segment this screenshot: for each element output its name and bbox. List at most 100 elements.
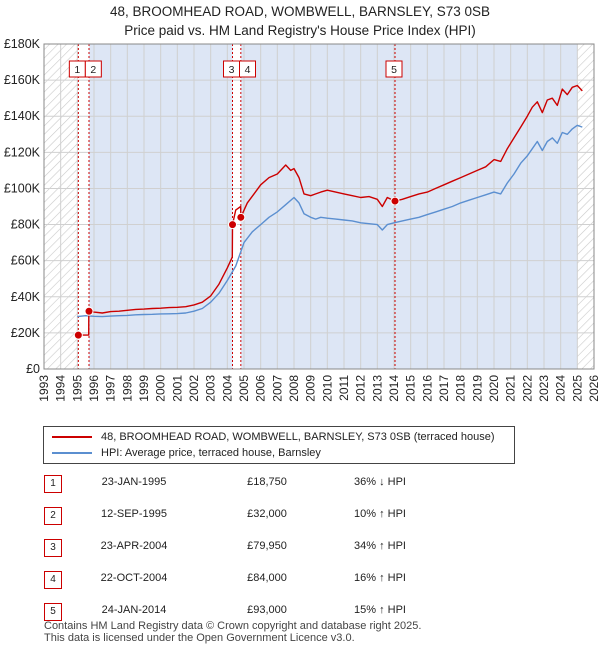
title-line-1: 48, BROOMHEAD ROAD, WOMBWELL, BARNSLEY, … <box>109 4 491 19</box>
x-tick-label: 2008 <box>287 375 301 402</box>
sale-point <box>73 330 83 340</box>
y-tick-label: £100K <box>4 181 41 195</box>
highlight-band <box>395 44 578 369</box>
price-chart: £0 £20K £40K £60K £80K £100K £120K £140K £160K £1… <box>4 37 600 402</box>
x-tick-label: 1994 <box>54 375 68 402</box>
x-tick-label: 2014 <box>387 375 401 402</box>
transaction-number: 4 <box>44 571 62 589</box>
series-line-property <box>78 84 583 336</box>
x-tick-label: 2026 <box>587 375 600 402</box>
x-tick-label: 2015 <box>404 375 418 402</box>
y-tick-label: £120K <box>4 145 41 159</box>
footer: Contains HM Land Registry data © Crown c… <box>44 620 421 644</box>
x-tick-label: 2005 <box>237 375 251 402</box>
x-tick-label: 2020 <box>487 375 501 402</box>
sale-point <box>84 306 94 316</box>
x-tick-label: 2019 <box>470 375 484 402</box>
transaction-price: £93,000 <box>247 604 287 616</box>
x-tick-label: 2013 <box>370 375 384 402</box>
x-tick-label: 2011 <box>337 375 351 401</box>
transactions-table: 1 23-JAN-1995 £18,750 36% ↓ HPI 2 12-SEP… <box>44 472 464 632</box>
x-tick-label: 2023 <box>537 375 551 402</box>
transaction-row: 4 22-OCT-2004 £84,000 16% ↑ HPI <box>44 568 464 600</box>
x-tick-label: 2016 <box>420 375 434 402</box>
x-tick-label: 2017 <box>437 375 451 402</box>
x-tick-label: 2003 <box>204 375 218 402</box>
transaction-date: 12-SEP-1995 <box>100 508 168 520</box>
plot-frame <box>43 43 595 370</box>
highlight-band <box>240 44 395 369</box>
y-tick-label: £0 <box>26 362 40 376</box>
x-tick-label: 1995 <box>70 375 84 402</box>
x-tick-label: 2004 <box>220 375 234 402</box>
sale-point <box>236 212 246 222</box>
sale-point <box>390 196 400 206</box>
sale-number-label: 5 <box>391 64 397 76</box>
x-tick-label: 1998 <box>120 375 134 402</box>
sale-number-box <box>385 60 403 78</box>
y-tick-label: £60K <box>11 254 41 268</box>
y-tick-label: £20K <box>11 326 41 340</box>
x-tick-label: 1999 <box>137 375 151 402</box>
transaction-date: 24-JAN-2014 <box>101 604 167 616</box>
x-tick-label: 2009 <box>304 375 318 402</box>
x-tick-label: 2001 <box>170 375 184 402</box>
y-tick-label: £80K <box>11 218 41 232</box>
transaction-price: £18,750 <box>247 476 287 488</box>
transaction-row: 3 23-APR-2004 £79,950 34% ↑ HPI <box>44 536 464 568</box>
sale-number-label: 2 <box>90 64 96 76</box>
transaction-number: 2 <box>44 507 62 525</box>
legend-swatch-property <box>52 436 92 439</box>
transaction-date: 23-APR-2004 <box>100 540 168 552</box>
x-tick-label: 2002 <box>187 375 201 402</box>
transaction-row: 1 23-JAN-1995 £18,750 36% ↓ HPI <box>44 472 464 504</box>
transaction-hpi: 16% ↑ HPI <box>354 572 406 584</box>
x-tick-label: 2018 <box>454 375 468 402</box>
transaction-number: 1 <box>44 475 62 493</box>
transaction-date: 23-JAN-1995 <box>101 476 167 488</box>
series-line-hpi <box>77 124 583 318</box>
y-tick-label: £180K <box>4 37 41 51</box>
legend-swatch-hpi <box>52 452 92 455</box>
transaction-number: 3 <box>44 539 62 557</box>
x-tick-label: 1996 <box>87 375 101 402</box>
legend-item-hpi: HPI: Average price, terraced house, Barn… <box>52 446 321 460</box>
x-tick-label: 2022 <box>520 375 534 402</box>
sale-point <box>228 220 237 230</box>
transaction-price: £79,950 <box>247 540 287 552</box>
x-tick-label: 2000 <box>154 375 168 402</box>
transaction-row: 2 12-SEP-1995 £32,000 10% ↑ HPI <box>44 504 464 536</box>
transaction-hpi: 34% ↑ HPI <box>354 540 406 552</box>
sale-number-label: 1 <box>74 64 80 76</box>
title-line-2: Price paid vs. HM Land Registry's House … <box>124 23 476 38</box>
y-tick-label: £140K <box>4 109 41 123</box>
transaction-row: 5 24-JAN-2014 £93,000 15% ↑ HPI <box>44 600 464 632</box>
x-tick-label: 2010 <box>320 375 334 402</box>
x-tick-label: 2021 <box>504 375 518 402</box>
legend: 48, BROOMHEAD ROAD, WOMBWELL, BARNSLEY, … <box>43 426 515 464</box>
sale-number-box <box>239 60 256 78</box>
sale-number-box <box>84 60 102 78</box>
legend-label-hpi: HPI: Average price, terraced house, Barn… <box>101 447 321 459</box>
x-tick-label: 2012 <box>354 375 368 402</box>
transaction-hpi: 36% ↓ HPI <box>354 476 406 488</box>
transaction-price: £84,000 <box>247 572 287 584</box>
x-tick-label: 2024 <box>554 375 568 402</box>
footer-copyright: Contains HM Land Registry data © Crown c… <box>44 620 422 632</box>
transaction-hpi: 10% ↑ HPI <box>354 508 406 520</box>
sale-number-label: 3 <box>229 64 235 76</box>
y-tick-label: £40K <box>11 290 41 304</box>
transaction-date: 22-OCT-2004 <box>100 572 168 584</box>
y-tick-label: £160K <box>4 73 41 87</box>
legend-item-property: 48, BROOMHEAD ROAD, WOMBWELL, BARNSLEY, … <box>52 430 495 444</box>
sale-number-label: 4 <box>245 64 251 76</box>
transaction-number: 5 <box>44 603 62 621</box>
x-tick-label: 1997 <box>104 375 118 402</box>
chart-title: 48, BROOMHEAD ROAD, WOMBWELL, BARNSLEY, … <box>0 2 600 40</box>
footer-licence: This data is licensed under the Open Gov… <box>44 632 355 644</box>
x-tick-label: 2006 <box>254 375 268 402</box>
transaction-hpi: 15% ↑ HPI <box>354 604 406 616</box>
x-tick-label: 1993 <box>37 375 51 402</box>
legend-label-property: 48, BROOMHEAD ROAD, WOMBWELL, BARNSLEY, … <box>101 431 495 443</box>
hatched-region-end <box>577 44 594 369</box>
